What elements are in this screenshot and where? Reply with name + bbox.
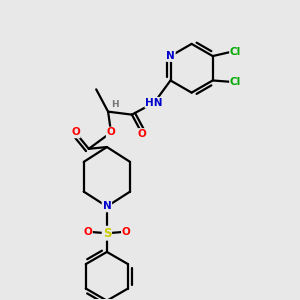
Text: HN: HN: [146, 98, 163, 108]
Text: N: N: [103, 202, 111, 212]
Text: Cl: Cl: [230, 46, 241, 57]
Text: N: N: [166, 51, 175, 61]
Text: O: O: [83, 227, 92, 237]
Text: H: H: [111, 100, 119, 109]
Text: O: O: [107, 128, 116, 137]
Text: Cl: Cl: [230, 77, 241, 87]
Text: O: O: [122, 227, 130, 237]
Text: S: S: [103, 227, 111, 240]
Text: O: O: [138, 129, 147, 139]
Text: O: O: [71, 128, 80, 137]
